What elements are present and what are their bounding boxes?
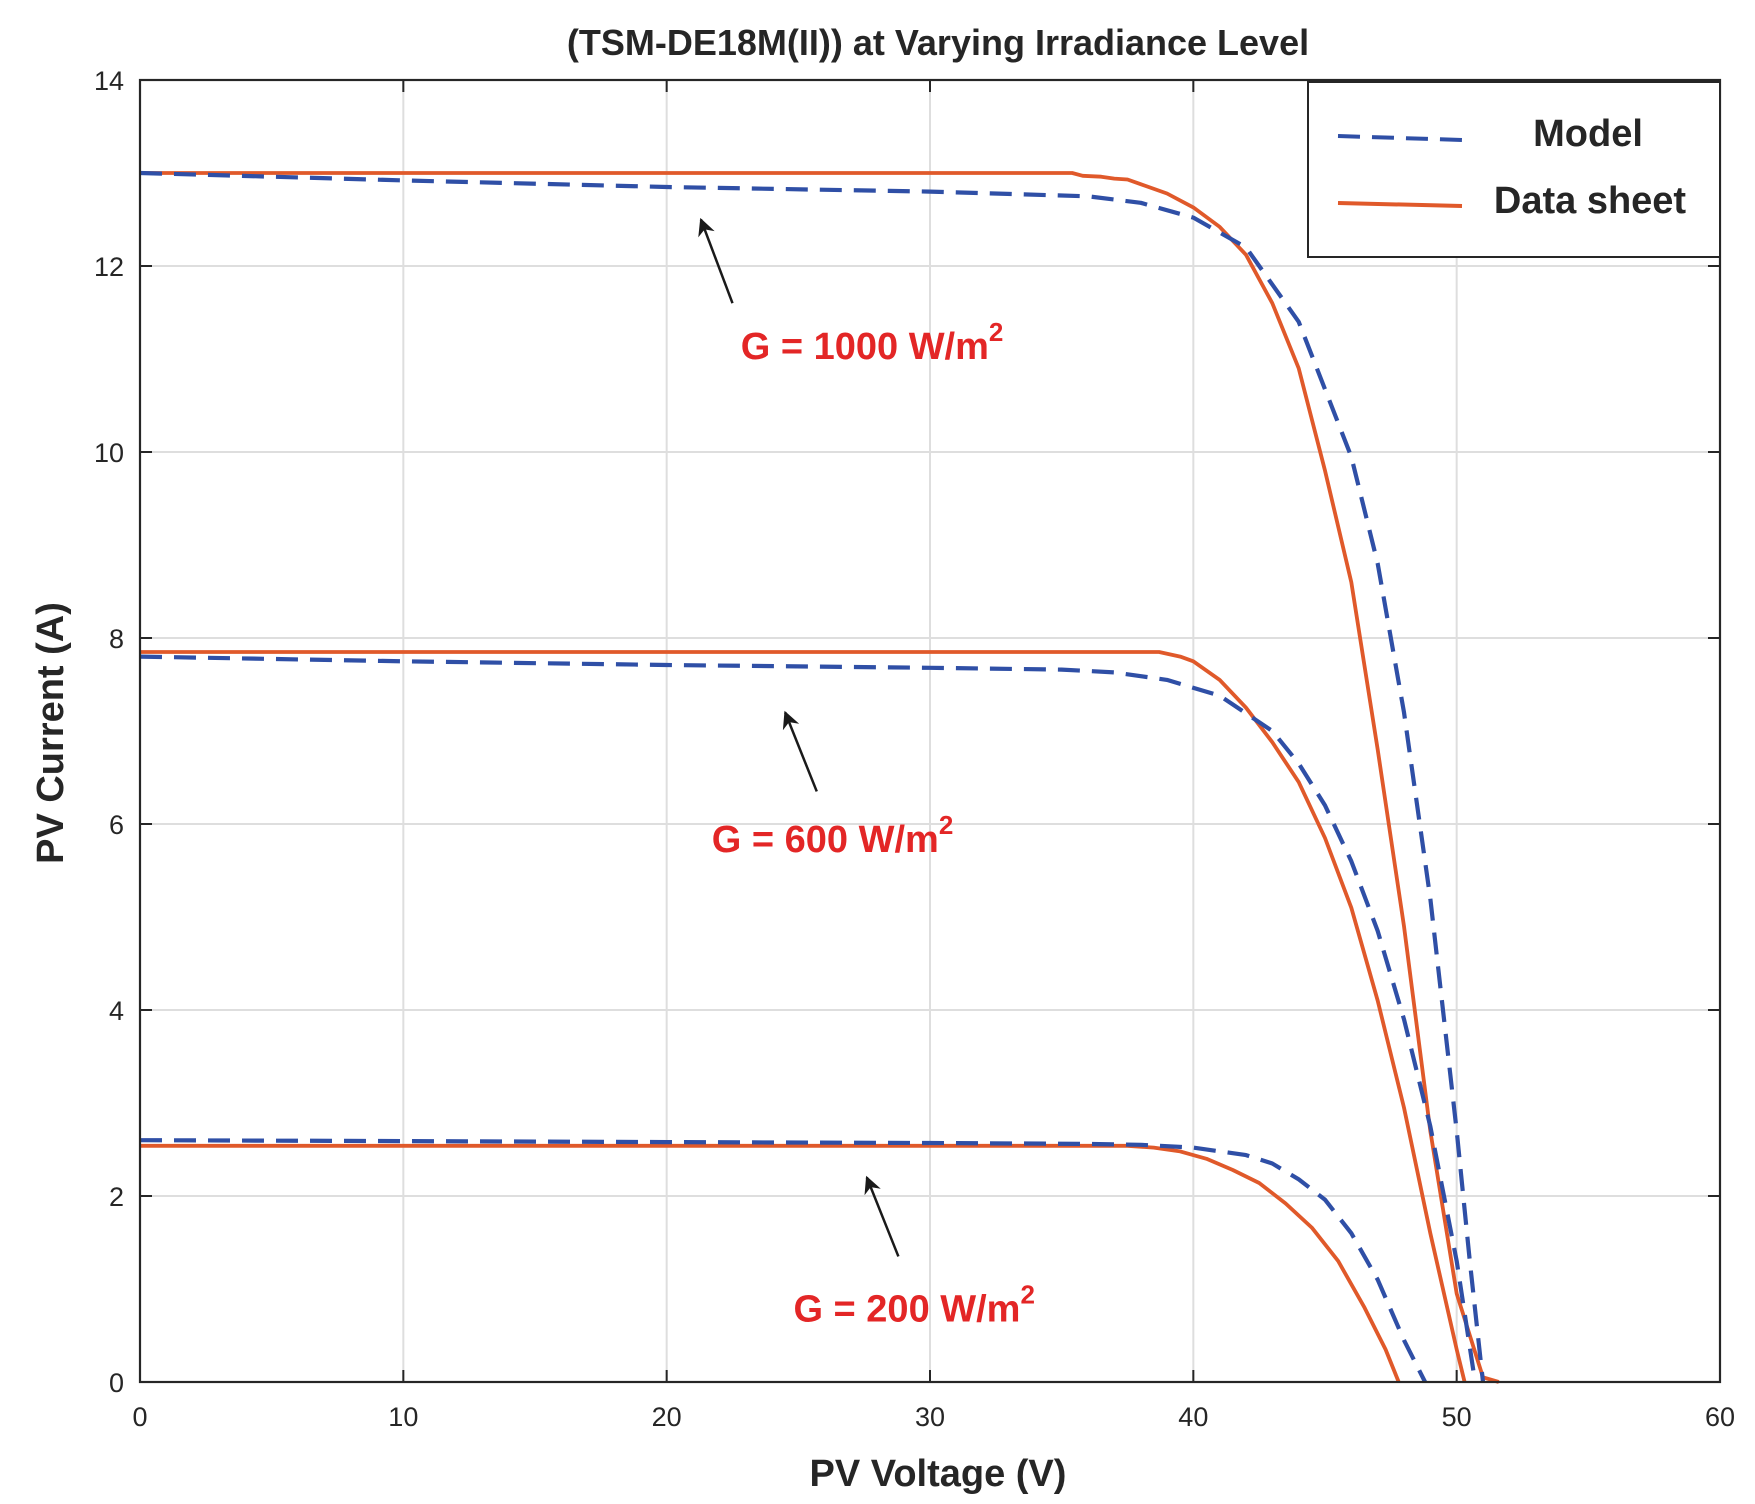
y-tick-label: 6 bbox=[109, 810, 124, 840]
y-tick-label: 12 bbox=[94, 252, 124, 282]
legend-datasheet-label: Data sheet bbox=[1494, 180, 1687, 222]
y-tick-label: 8 bbox=[109, 624, 124, 654]
irradiance-label-superscript: 2 bbox=[939, 810, 953, 840]
tick-marks bbox=[139, 79, 1721, 1383]
x-axis-label: PV Voltage (V) bbox=[810, 1453, 1067, 1495]
irradiance-label: G = 1000 W/m2 bbox=[741, 317, 1004, 368]
x-tick-label: 50 bbox=[1442, 1402, 1472, 1432]
x-tick-label: 0 bbox=[132, 1402, 147, 1432]
series-layer bbox=[139, 170, 1500, 1384]
series-line-model-600 bbox=[139, 654, 1478, 1383]
grid-lines bbox=[140, 80, 1720, 1382]
series-line-datasheet-200 bbox=[140, 1143, 1401, 1383]
irradiance-label-superscript: 2 bbox=[1020, 1280, 1034, 1310]
annotation-arrow bbox=[782, 710, 818, 792]
y-axis-label: PV Current (A) bbox=[30, 602, 72, 864]
series-line-datasheet-600 bbox=[140, 650, 1467, 1383]
legend-datasheet-swatch bbox=[1337, 201, 1463, 208]
irradiance-label-text: G = 1000 W/m bbox=[741, 326, 989, 368]
legend-box bbox=[1307, 81, 1721, 258]
annotations: G = 1000 W/m2G = 600 W/m2G = 200 W/m2 bbox=[698, 217, 1035, 1331]
irradiance-label: G = 600 W/m2 bbox=[712, 810, 954, 861]
legend-model-swatch bbox=[1337, 134, 1463, 142]
x-tick-label: 60 bbox=[1705, 1402, 1735, 1432]
series-line-model-200 bbox=[139, 1138, 1427, 1383]
x-tick-label: 10 bbox=[388, 1402, 418, 1432]
y-tick-label: 14 bbox=[94, 66, 124, 96]
x-tick-label: 30 bbox=[915, 1402, 945, 1432]
series-line-model-1000 bbox=[139, 170, 1486, 1383]
irradiance-label: G = 200 W/m2 bbox=[793, 1280, 1035, 1331]
y-tick-label: 10 bbox=[94, 438, 124, 468]
annotation-arrow bbox=[864, 1175, 900, 1257]
tick-labels: 0 10 20 30 40 50 60 0 2 4 6 8 10 12 14 bbox=[94, 66, 1735, 1432]
irradiance-label-text: G = 200 W/m bbox=[793, 1289, 1020, 1331]
series-line-datasheet-1000 bbox=[140, 171, 1500, 1384]
y-tick-label: 2 bbox=[109, 1182, 124, 1212]
x-tick-label: 20 bbox=[652, 1402, 682, 1432]
irradiance-label-text: G = 600 W/m bbox=[712, 819, 939, 861]
y-tick-label: 4 bbox=[109, 996, 124, 1026]
x-tick-label: 40 bbox=[1178, 1402, 1208, 1432]
y-tick-label: 0 bbox=[109, 1368, 124, 1398]
chart-title: (TSM-DE18M(II)) at Varying Irradiance Le… bbox=[567, 22, 1309, 63]
legend-model-label: Model bbox=[1533, 113, 1643, 155]
annotation-arrow bbox=[698, 217, 734, 304]
irradiance-label-superscript: 2 bbox=[989, 317, 1003, 347]
legend: Model Data sheet bbox=[1307, 81, 1721, 258]
